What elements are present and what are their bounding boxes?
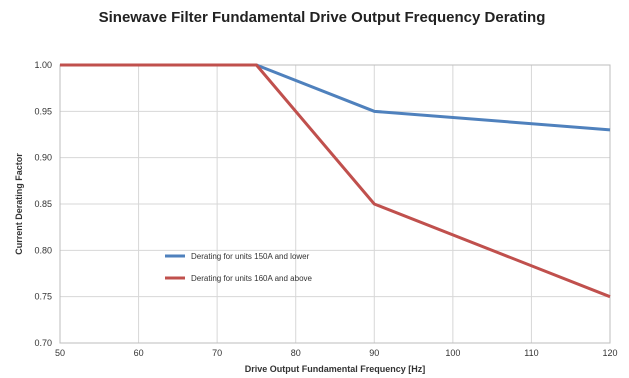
x-tick-label: 70 [212,348,222,358]
y-axis-title: Current Derating Factor [14,153,24,255]
chart-title: Sinewave Filter Fundamental Drive Output… [99,9,546,26]
legend-label: Derating for units 150A and lower [191,252,310,261]
y-axis: 0.70 0.75 0.80 0.85 0.90 0.95 1.00 [34,60,52,348]
y-tick-label: 1.00 [34,60,52,70]
x-axis: 50 60 70 80 90 100 110 120 [55,348,618,358]
x-tick-label: 120 [602,348,617,358]
series-line-2 [60,63,611,299]
y-tick-label: 0.90 [34,153,52,163]
x-tick-label: 80 [291,348,301,358]
y-tick-label: 0.75 [34,292,52,302]
plot-frame [59,64,611,344]
x-tick-label: 90 [369,348,379,358]
y-tick-label: 0.95 [34,106,52,116]
x-tick-label: 110 [524,348,538,358]
series-lines [60,63,611,299]
legend: Derating for units 150A and lower Deratin… [165,252,313,283]
grid [59,64,611,344]
y-tick-label: 0.85 [34,199,52,209]
x-axis-title: Drive Output Fundamental Frequency [Hz] [245,364,426,374]
y-tick-label: 0.80 [34,245,52,255]
y-tick-label: 0.70 [34,338,52,348]
x-tick-label: 60 [134,348,144,358]
legend-label: Derating for units 160A and above [191,274,313,283]
x-tick-label: 100 [445,348,460,358]
x-tick-label: 50 [55,348,65,358]
series-line-1 [60,63,611,132]
